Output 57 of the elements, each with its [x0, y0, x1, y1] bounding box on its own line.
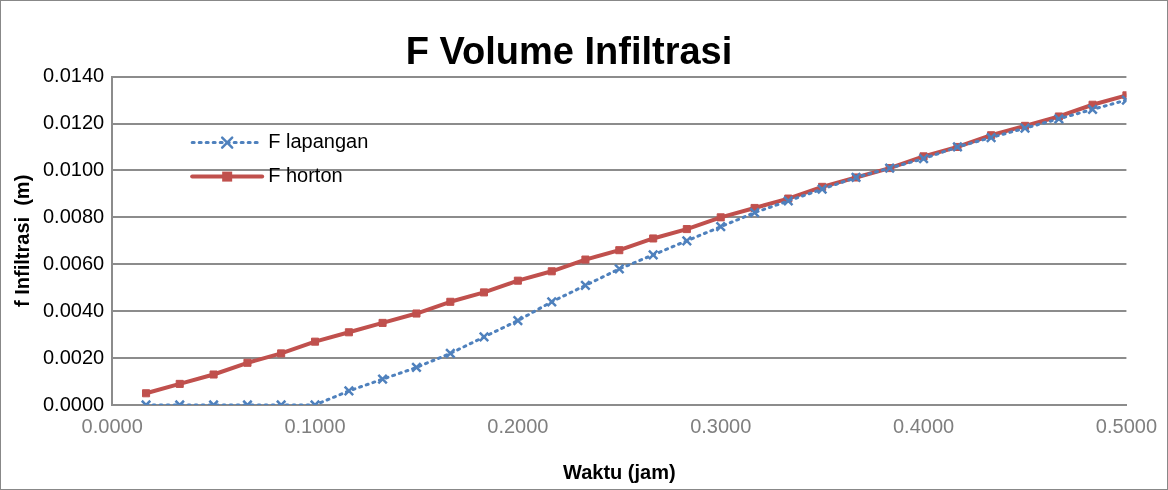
- y-tick-label: 0.0140: [43, 64, 105, 87]
- point: [142, 389, 151, 398]
- point: [277, 349, 286, 358]
- point: [749, 207, 761, 219]
- x-tick-label: 0.1000: [284, 414, 346, 437]
- point: [377, 373, 389, 385]
- point: [209, 370, 218, 379]
- point: [410, 361, 422, 373]
- point: [344, 328, 353, 337]
- point: [1019, 122, 1031, 134]
- x-tick-label: 0.5000: [1095, 414, 1157, 437]
- point: [615, 246, 624, 255]
- point: [343, 385, 355, 397]
- x-axis-title: Waktu (jam): [562, 460, 676, 483]
- legend-label: F horton: [268, 164, 343, 187]
- x-tick-label: 0.3000: [690, 414, 752, 437]
- y-tick-label: 0.0000: [43, 392, 105, 415]
- point: [412, 309, 421, 318]
- point: [175, 379, 184, 388]
- point: [579, 279, 591, 291]
- point: [1087, 103, 1099, 115]
- point: [649, 234, 658, 243]
- point: [478, 331, 490, 343]
- x-tick-label: 0.0000: [81, 414, 143, 437]
- point: [378, 318, 387, 327]
- y-tick-label: 0.0060: [43, 251, 105, 274]
- point: [513, 276, 522, 285]
- point: [479, 288, 489, 297]
- y-axis-title: f Infiltrasi (m): [10, 174, 33, 307]
- point: [782, 195, 794, 207]
- point: [512, 315, 524, 327]
- point: [682, 225, 691, 234]
- y-tick-label: 0.0120: [43, 111, 105, 134]
- y-tick-label: 0.0020: [43, 345, 105, 368]
- point: [444, 347, 456, 359]
- legend-label: F lapangan: [268, 130, 369, 153]
- point: [546, 296, 558, 308]
- point: [716, 213, 725, 222]
- point: [647, 249, 659, 261]
- point: [715, 221, 727, 233]
- point: [1053, 113, 1065, 125]
- point: [816, 183, 828, 195]
- point: [613, 263, 625, 275]
- point: [918, 153, 930, 165]
- y-tick-label: 0.0040: [43, 298, 105, 321]
- point: [446, 297, 455, 306]
- point: [243, 358, 252, 367]
- point: [681, 235, 693, 247]
- point: [985, 132, 997, 144]
- x-tick-label: 0.2000: [487, 414, 549, 437]
- chart-title: F Volume Infiltrasi: [405, 30, 733, 73]
- point: [581, 255, 590, 264]
- x-tick-label: 0.4000: [892, 414, 955, 437]
- point: [310, 337, 320, 346]
- point: [547, 267, 556, 276]
- y-tick-label: 0.0100: [43, 157, 105, 180]
- y-tick-label: 0.0080: [43, 204, 105, 227]
